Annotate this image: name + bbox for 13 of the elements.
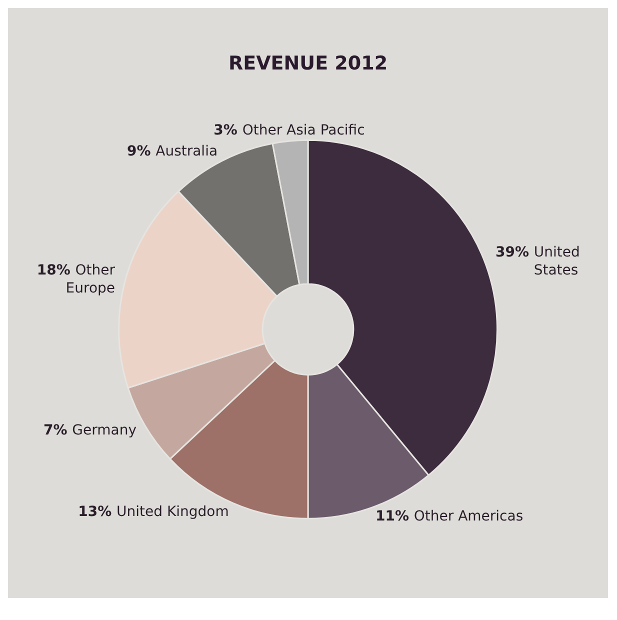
data-label: 39% (495, 244, 534, 261)
slice-label: United Kingdom (116, 504, 229, 520)
data-label: 7% (44, 422, 72, 438)
data-label: 3% (214, 122, 242, 139)
slice-label: Other Americas (414, 508, 524, 525)
slice-label: United States (534, 244, 580, 279)
chart-title: REVENUE 2012 (228, 52, 388, 74)
slice-label: Other Asia Pacific (242, 122, 365, 139)
data-label: 11% (375, 508, 414, 525)
data-label: 13% (78, 504, 117, 520)
data-label: 9% (126, 144, 156, 160)
slice-label: Germany (72, 422, 137, 438)
slice-label: Australia (156, 144, 218, 160)
